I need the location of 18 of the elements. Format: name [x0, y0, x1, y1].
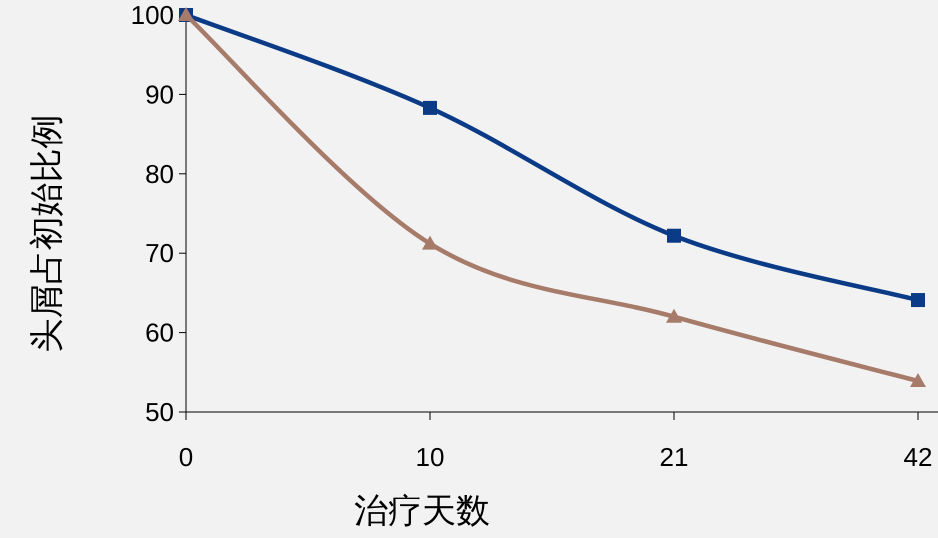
- point: [666, 308, 682, 323]
- y-tick-label: 90: [145, 79, 174, 110]
- point: [667, 228, 681, 243]
- x-tick-label: 0: [178, 442, 194, 472]
- point: [422, 236, 438, 250]
- point: [423, 100, 437, 115]
- y-tick-label: 80: [145, 158, 174, 189]
- y-tick-label: 60: [145, 318, 174, 348]
- x-tick-label: 42: [904, 442, 932, 472]
- y-tick-label: 50: [145, 397, 174, 427]
- y-tick-label: 100: [130, 0, 174, 30]
- x-tick-label: 10: [416, 442, 444, 472]
- x-tick-label: 21: [660, 442, 688, 472]
- x-axis-title: 治疗天数: [354, 492, 490, 530]
- y-axis-title: 头屑占初始比例: [28, 114, 66, 352]
- y-tick-label: 70: [145, 238, 174, 268]
- point: [910, 373, 926, 388]
- point: [911, 293, 925, 308]
